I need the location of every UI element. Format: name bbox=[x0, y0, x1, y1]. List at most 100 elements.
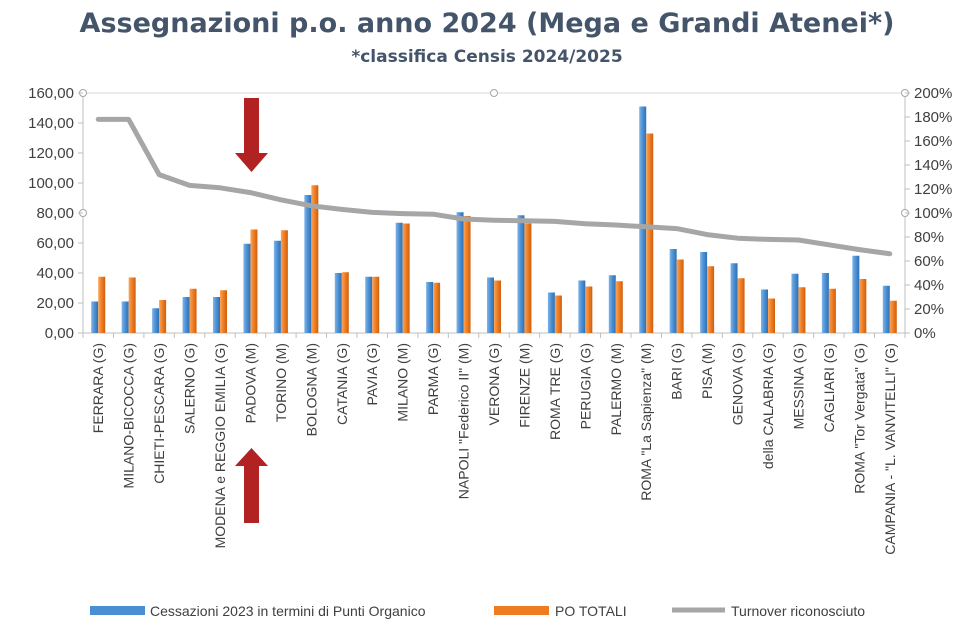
y-left-tick-label: 20,00 bbox=[36, 295, 74, 312]
bar-po-totali bbox=[554, 295, 562, 333]
x-tick-label: ROMA TRE (G) bbox=[547, 343, 563, 440]
bar-cessazioni bbox=[91, 301, 99, 333]
bar-cessazioni bbox=[213, 297, 220, 333]
bar-po-totali bbox=[280, 230, 288, 333]
bar-cessazioni bbox=[882, 285, 890, 333]
down-arrow-icon bbox=[235, 98, 268, 172]
bar-po-totali bbox=[250, 229, 258, 333]
legend: Cessazioni 2023 in termini di Punti Orga… bbox=[90, 603, 865, 619]
x-tick-label: CATANIA (G) bbox=[334, 343, 350, 425]
bar-po-totali bbox=[463, 216, 471, 333]
bar-po-totali bbox=[828, 288, 836, 333]
y-right-tick-label: 80% bbox=[914, 229, 944, 246]
bar-po-totali bbox=[311, 185, 319, 333]
x-tick-label: PALERMO (M) bbox=[608, 343, 624, 435]
bar-cessazioni bbox=[456, 212, 464, 333]
bar-cessazioni bbox=[639, 106, 647, 333]
bar-cessazioni bbox=[821, 273, 829, 333]
y-left-tick-label: 120,00 bbox=[28, 145, 74, 162]
legend-label-po-totali: PO TOTALI bbox=[555, 603, 627, 619]
y-left-tick-label: 60,00 bbox=[36, 235, 74, 252]
legend-swatch-cessazioni bbox=[90, 606, 145, 615]
y-left-tick-label: 0,00 bbox=[45, 325, 74, 342]
x-tick-label: PAVIA (G) bbox=[364, 343, 380, 406]
turnover-line bbox=[95, 116, 893, 257]
x-tick-label: MODENA e REGGIO EMILIA (G) bbox=[212, 343, 228, 548]
bar-po-totali bbox=[372, 276, 380, 333]
bar-po-totali bbox=[341, 272, 349, 333]
bar-po-totali bbox=[98, 276, 106, 333]
x-tick-label: VERONA (G) bbox=[486, 343, 502, 425]
x-tick-label: PERUGIA (G) bbox=[577, 343, 593, 429]
bar-cessazioni bbox=[547, 292, 555, 333]
y-right-tick-label: 40% bbox=[914, 277, 944, 294]
y-right-tick-label: 180% bbox=[914, 109, 952, 126]
x-tick-label: CAMPANIA - "L. VANVITELLI" (G) bbox=[882, 343, 898, 555]
x-tick-label: SALERNO (G) bbox=[182, 343, 198, 434]
bar-po-totali bbox=[433, 282, 441, 333]
y-right-tick-label: 160% bbox=[914, 133, 952, 150]
bar-cessazioni bbox=[669, 249, 677, 333]
y-right-tick-label: 20% bbox=[914, 301, 944, 318]
y-left-tick-label: 140,00 bbox=[28, 115, 74, 132]
x-tick-label: CAGLIARI (G) bbox=[821, 343, 837, 432]
legend-label-turnover: Turnover riconosciuto bbox=[731, 603, 865, 619]
resize-handle-icon bbox=[490, 89, 498, 97]
bar-po-totali bbox=[646, 133, 654, 333]
y-left-tick-label: 40,00 bbox=[36, 265, 74, 282]
up-arrow-icon bbox=[235, 448, 268, 523]
x-tick-label: GENOVA (G) bbox=[730, 343, 746, 425]
x-tick-label: TORINO (M) bbox=[273, 343, 289, 422]
bar-cessazioni bbox=[700, 252, 708, 333]
plot-area: 0,00 20,00 40,00 60,00 80,00 100,00 120,00 140,… bbox=[28, 85, 952, 555]
y-right-tick-label: 120% bbox=[914, 181, 952, 198]
bar-po-totali bbox=[615, 281, 623, 333]
bar-po-totali bbox=[128, 277, 136, 333]
bar-cessazioni bbox=[761, 289, 768, 333]
x-tick-label: BOLOGNA (M) bbox=[303, 343, 319, 436]
bar-po-totali bbox=[220, 290, 227, 333]
bar-cessazioni bbox=[182, 297, 190, 333]
x-tick-label: PADOVA (M) bbox=[242, 343, 258, 423]
bar-cessazioni bbox=[365, 276, 373, 333]
bar-po-totali bbox=[402, 223, 410, 333]
bar-cessazioni bbox=[243, 243, 251, 333]
x-tick-label: PARMA (G) bbox=[425, 343, 441, 415]
y-left-tick-label: 160,00 bbox=[28, 85, 74, 102]
bar-cessazioni bbox=[426, 282, 434, 333]
bar-cessazioni bbox=[852, 255, 860, 333]
bar-cessazioni bbox=[517, 215, 525, 333]
x-tick-label: NAPOLI "Federico II" (M) bbox=[456, 343, 472, 499]
bar-po-totali bbox=[676, 259, 684, 333]
bar-po-totali bbox=[768, 298, 775, 333]
y-right-tick-label: 140% bbox=[914, 157, 952, 174]
x-tick-label: PISA (M) bbox=[699, 343, 715, 399]
bar-cessazioni bbox=[730, 263, 738, 333]
bar-po-totali bbox=[859, 279, 867, 333]
bar-cessazioni bbox=[334, 273, 342, 333]
y-right-tick-label: 100% bbox=[914, 205, 952, 222]
x-tick-label: CHIETI-PESCARA (G) bbox=[151, 343, 167, 484]
bar-po-totali bbox=[494, 280, 501, 333]
y-left-tick-label: 100,00 bbox=[28, 175, 74, 192]
x-tick-label: della CALABRIA (G) bbox=[760, 343, 776, 469]
bar-cessazioni bbox=[304, 195, 312, 333]
y-right-tick-label: 60% bbox=[914, 253, 944, 270]
bar-cessazioni bbox=[152, 308, 160, 333]
bar-cessazioni bbox=[578, 280, 586, 333]
bar-po-totali bbox=[189, 288, 197, 333]
bar-cessazioni bbox=[121, 301, 129, 333]
y-right-tick-label: 200% bbox=[914, 85, 952, 102]
chart-subtitle: *classifica Censis 2024/2025 bbox=[351, 47, 622, 67]
bar-po-totali bbox=[889, 300, 897, 333]
bar-po-totali bbox=[159, 300, 167, 333]
x-tick-label: FERRARA (G) bbox=[90, 343, 106, 433]
x-tick-label: FIRENZE (M) bbox=[516, 343, 532, 428]
x-tick-label: ROMA "Tor Vergata" (G) bbox=[851, 343, 867, 494]
x-tick-label: BARI (G) bbox=[669, 343, 685, 400]
bar-cessazioni bbox=[273, 240, 281, 333]
bar-po-totali bbox=[707, 266, 715, 333]
bar-po-totali bbox=[737, 278, 745, 333]
y-left-tick-label: 80,00 bbox=[36, 205, 74, 222]
